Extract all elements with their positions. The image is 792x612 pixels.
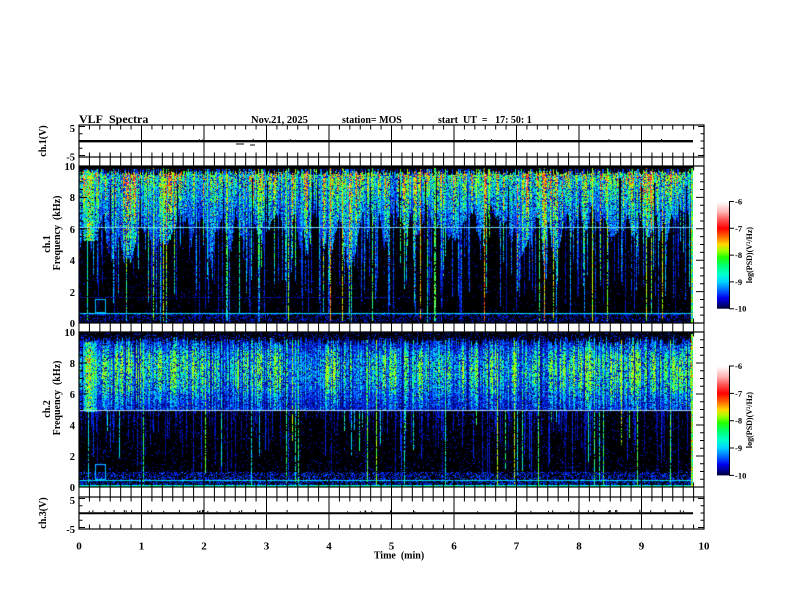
svg-text:Time (min): Time (min)	[374, 551, 424, 562]
svg-text:10: 10	[65, 328, 76, 339]
svg-text:2: 2	[201, 541, 207, 553]
svg-text:start UT = 17: 50: 1: start UT = 17: 50: 1	[438, 115, 532, 126]
svg-text:2: 2	[70, 288, 75, 299]
svg-text:3: 3	[264, 541, 270, 553]
svg-text:station= MOS: station= MOS	[342, 115, 402, 126]
svg-text:5: 5	[70, 496, 75, 507]
svg-text:-10: -10	[735, 304, 746, 314]
svg-text:5: 5	[389, 541, 395, 553]
svg-text:Frequency (kHz): Frequency (kHz)	[52, 196, 63, 271]
svg-text:0: 0	[70, 319, 75, 330]
svg-text:8: 8	[70, 193, 75, 204]
svg-text:-8: -8	[735, 416, 742, 426]
svg-text:4: 4	[326, 541, 332, 553]
svg-text:-8: -8	[735, 250, 742, 260]
svg-text:5: 5	[70, 124, 75, 135]
svg-text:2: 2	[70, 452, 75, 463]
svg-text:0: 0	[70, 483, 75, 494]
svg-text:4: 4	[70, 421, 76, 432]
svg-text:Nov.21, 2025: Nov.21, 2025	[251, 115, 308, 126]
svg-text:8: 8	[70, 359, 75, 370]
svg-text:-7: -7	[735, 388, 743, 398]
svg-text:6: 6	[70, 390, 75, 401]
svg-text:8: 8	[576, 541, 582, 553]
svg-text:6: 6	[70, 225, 75, 236]
svg-text:-9: -9	[735, 443, 742, 453]
svg-text:10: 10	[699, 541, 711, 553]
svg-text:7: 7	[514, 541, 520, 553]
svg-text:ch.2: ch.2	[42, 400, 53, 418]
svg-text:10: 10	[65, 162, 76, 173]
svg-text:ch.1: ch.1	[42, 235, 53, 253]
svg-text:1: 1	[139, 541, 145, 553]
svg-text:6: 6	[451, 541, 457, 553]
svg-text:-9: -9	[735, 277, 742, 287]
svg-text:log(PSD)(V²/Hz): log(PSD)(V²/Hz)	[745, 392, 754, 449]
svg-text:log(PSD)(V²/Hz): log(PSD)(V²/Hz)	[745, 227, 754, 284]
svg-text:-6: -6	[735, 197, 742, 207]
svg-text:4: 4	[70, 256, 76, 267]
svg-text:ch.1(V): ch.1(V)	[38, 125, 49, 156]
svg-text:-5: -5	[66, 153, 75, 164]
svg-text:-7: -7	[735, 223, 743, 233]
svg-text:ch.3(V): ch.3(V)	[38, 497, 49, 528]
svg-text:Frequency (kHz): Frequency (kHz)	[52, 361, 63, 436]
svg-text:9: 9	[639, 541, 645, 553]
svg-text:-10: -10	[735, 470, 746, 480]
svg-text:-6: -6	[735, 361, 742, 371]
svg-text:-5: -5	[66, 525, 75, 536]
svg-text:VLF Spectra: VLF Spectra	[79, 112, 148, 126]
svg-text:0: 0	[76, 541, 82, 553]
